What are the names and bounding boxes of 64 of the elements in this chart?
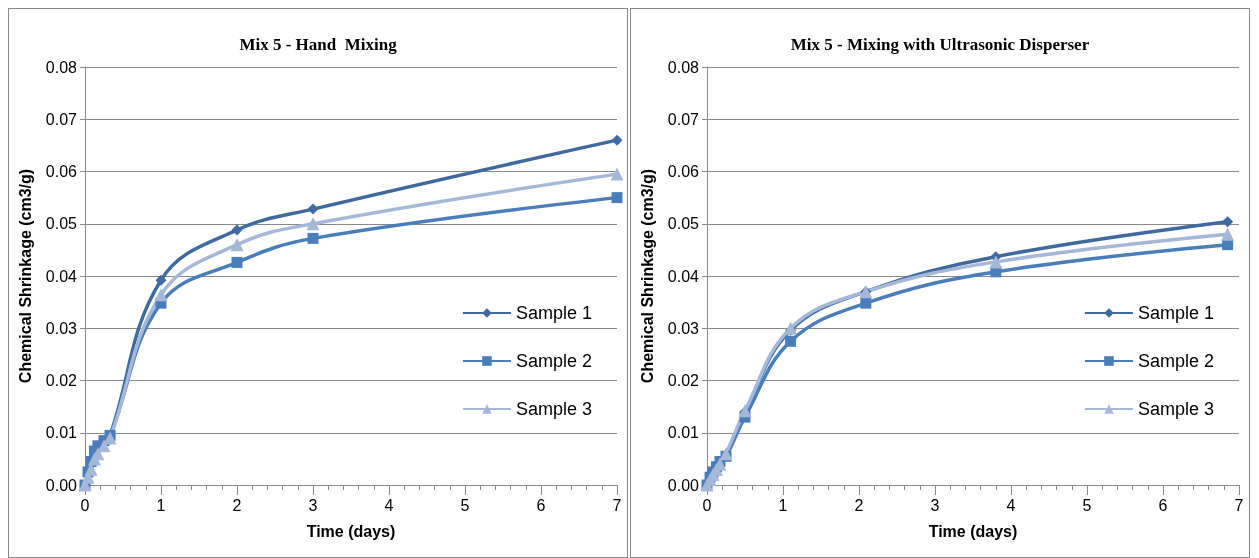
x-tick-label: 7	[1234, 496, 1244, 514]
y-axis-title: Chemical Shrinkage (cm3/g)	[16, 168, 34, 384]
y-tick-label: 0.02	[667, 372, 700, 389]
x-tick-label: 3	[930, 496, 940, 514]
legend-label: Sample 1	[1137, 303, 1214, 323]
point	[1221, 227, 1235, 241]
y-tick-label: 0.05	[667, 215, 700, 233]
x-tick-label: 0	[80, 496, 90, 514]
point	[989, 255, 1003, 269]
y-tick-label: 0.04	[667, 267, 700, 285]
y-tick-label: 0.06	[45, 163, 78, 180]
point	[307, 203, 319, 215]
chart-title: Mix 5 - Hand Mixing	[239, 35, 398, 54]
x-tick-label: 1	[156, 496, 166, 514]
x-tick-label: 4	[1006, 496, 1016, 514]
legend-label: Sample 3	[1137, 399, 1214, 419]
y-tick-label: 0.00	[667, 476, 700, 494]
legend-label: Sample 2	[515, 351, 592, 371]
chart-title: Mix 5 - Mixing with Ultrasonic Disperser	[790, 35, 1090, 54]
y-tick-label: 0.01	[45, 424, 78, 442]
y-axis-title: Chemical Shrinkage (cm3/g)	[638, 168, 656, 384]
y-tick-label: 0.02	[45, 372, 78, 389]
x-tick-label: 6	[536, 496, 546, 514]
x-tick-label: 2	[232, 496, 242, 514]
x-tick-label: 0	[702, 496, 712, 514]
point	[1222, 216, 1234, 228]
x-tick-label: 2	[854, 496, 864, 514]
legend-label: Sample 3	[515, 399, 592, 419]
point	[154, 288, 168, 302]
y-tick-label: 0.03	[45, 319, 78, 337]
y-tick-label: 0.08	[45, 58, 78, 76]
x-tick-label: 3	[308, 496, 318, 514]
legend-label: Sample 1	[515, 303, 592, 323]
point	[306, 217, 320, 231]
point	[155, 274, 167, 286]
y-tick-label: 0.00	[45, 476, 78, 494]
point	[103, 431, 117, 445]
point	[860, 297, 872, 309]
point	[785, 335, 797, 347]
x-tick-label: 4	[384, 496, 394, 514]
y-tick-label: 0.07	[667, 110, 700, 128]
y-tick-label: 0.04	[45, 267, 78, 285]
point	[231, 224, 243, 236]
point	[231, 256, 243, 268]
point	[610, 167, 624, 181]
legend-label: Sample 2	[1137, 351, 1214, 371]
x-tick-label: 5	[1082, 496, 1092, 514]
point	[611, 134, 623, 146]
y-tick-label: 0.06	[667, 163, 700, 180]
x-axis-title: Time (days)	[928, 522, 1018, 540]
x-tick-label: 5	[460, 496, 470, 514]
y-tick-label: 0.05	[45, 215, 78, 233]
x-tick-label: 7	[612, 496, 622, 514]
x-tick-label: 6	[1158, 496, 1168, 514]
y-tick-label: 0.03	[667, 319, 700, 337]
x-tick-label: 1	[778, 496, 788, 514]
point	[307, 232, 319, 244]
y-tick-label: 0.07	[45, 110, 78, 128]
y-tick-label: 0.08	[667, 58, 700, 76]
point	[611, 192, 623, 204]
point	[97, 439, 111, 453]
y-tick-label: 0.01	[667, 424, 700, 442]
point	[230, 238, 244, 252]
x-axis-title: Time (days)	[306, 522, 396, 540]
